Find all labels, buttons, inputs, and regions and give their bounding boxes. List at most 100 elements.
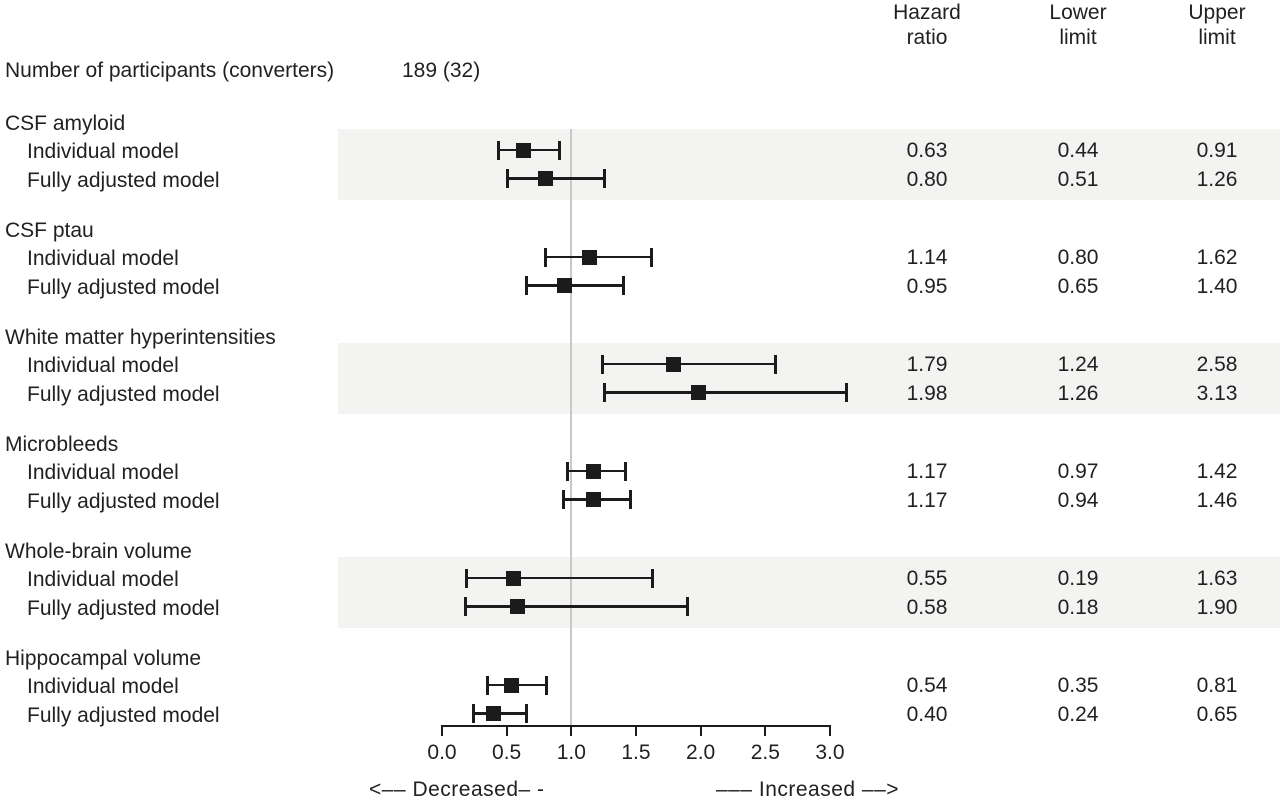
x-axis-tick (828, 727, 831, 736)
x-axis-tick (505, 727, 508, 736)
upper-limit-cap (651, 568, 655, 588)
hazard-ratio-marker (509, 599, 525, 614)
lower-limit-cap (471, 704, 475, 723)
hazard-ratio-value: 1.79 (906, 353, 948, 376)
row-label: Fully adjusted model (27, 382, 220, 406)
x-axis-tick (441, 727, 443, 736)
lower-limit-cap (543, 247, 547, 267)
lower-limit-value: 1.24 (1057, 353, 1099, 376)
x-axis-tick (634, 727, 637, 736)
lower-limit-cap (506, 169, 510, 188)
row-label: Individual model (27, 247, 179, 270)
participants-label: Number of participants (converters) (5, 59, 335, 82)
column-header-line: Lower (1049, 1, 1107, 24)
upper-limit-value: 3.13 (1196, 381, 1238, 405)
column-header-line: limit (1198, 26, 1236, 49)
lower-limit-cap (600, 354, 604, 374)
x-axis-tick-label: 0.0 (427, 741, 457, 764)
upper-limit-cap (621, 276, 625, 295)
group-label: Hippocampal volume (5, 646, 202, 670)
x-axis-tick-label: 1.0 (556, 741, 586, 764)
upper-limit-value: 1.62 (1196, 246, 1238, 269)
upper-limit-cap (845, 383, 849, 402)
hazard-ratio-marker (581, 249, 597, 265)
hazard-ratio-value: 1.98 (906, 381, 948, 405)
upper-limit-cap (629, 490, 633, 509)
hazard-ratio-value: 0.55 (906, 567, 948, 590)
lower-limit-value: 0.18 (1057, 595, 1099, 619)
upper-limit-value: 0.81 (1196, 674, 1238, 697)
upper-limit-value: 2.58 (1196, 353, 1238, 376)
lower-limit-cap (603, 383, 607, 402)
row-label: Individual model (27, 140, 179, 163)
x-axis-tick-label: 3.0 (815, 741, 845, 764)
row-label: Fully adjusted model (27, 596, 220, 620)
group-label: White matter hyperintensities (5, 325, 276, 349)
hazard-ratio-value: 1.17 (906, 460, 948, 483)
group-shaded-band (338, 129, 1280, 200)
confidence-interval-line (507, 177, 605, 180)
lower-limit-value: 1.26 (1057, 381, 1099, 405)
x-axis-tick (764, 727, 767, 736)
group-label: Whole-brain volume (5, 539, 192, 563)
lower-limit-value: 0.94 (1057, 488, 1099, 512)
x-axis-tick (570, 727, 573, 736)
column-header-line: Upper (1188, 1, 1246, 24)
upper-limit-cap (603, 169, 607, 188)
confidence-interval-line (465, 605, 688, 608)
confidence-interval-line (545, 255, 652, 259)
group-label: CSF amyloid (5, 111, 126, 135)
upper-limit-value: 1.26 (1196, 167, 1238, 191)
lower-limit-value: 0.51 (1057, 167, 1099, 191)
lower-limit-cap (562, 490, 566, 509)
row-label: Individual model (27, 675, 179, 698)
hazard-ratio-marker (666, 356, 681, 372)
confidence-interval-line (526, 284, 624, 287)
upper-limit-value: 1.42 (1196, 460, 1238, 483)
confidence-interval-line (602, 362, 776, 366)
upper-limit-cap (686, 597, 690, 616)
hazard-ratio-value: 0.54 (906, 674, 948, 697)
lower-limit-value: 0.24 (1057, 702, 1099, 726)
row-label: Fully adjusted model (27, 168, 220, 192)
hazard-ratio-marker (505, 570, 521, 586)
column-header-hazard-ratio: Hazard ratio (867, 0, 987, 50)
lower-limit-cap (524, 276, 528, 295)
row-label: Individual model (27, 354, 179, 377)
row-label: Individual model (27, 568, 179, 591)
hazard-ratio-value: 0.63 (906, 139, 948, 162)
hazard-ratio-marker (486, 706, 502, 721)
hazard-ratio-value: 0.58 (906, 595, 948, 619)
upper-limit-value: 0.65 (1196, 702, 1238, 726)
lower-limit-value: 0.44 (1057, 139, 1099, 162)
hazard-ratio-marker (690, 385, 706, 400)
upper-limit-cap (524, 704, 528, 723)
group-label: Microbleeds (5, 432, 119, 456)
upper-limit-cap (650, 247, 653, 267)
lower-limit-value: 0.35 (1057, 674, 1099, 697)
hazard-ratio-value: 1.14 (906, 246, 948, 269)
confidence-interval-line (604, 391, 847, 394)
column-header-line: Hazard (893, 1, 961, 24)
hazard-ratio-value: 1.17 (906, 488, 948, 512)
row-label: Fully adjusted model (27, 703, 220, 727)
hazard-ratio-marker (515, 142, 531, 158)
column-header-lower-limit: Lower limit (1018, 0, 1138, 50)
upper-limit-cap (558, 140, 562, 160)
row-label: Individual model (27, 461, 179, 484)
group-shaded-band (338, 557, 1280, 628)
hazard-ratio-value: 0.80 (906, 167, 948, 191)
hazard-ratio-marker (557, 278, 573, 293)
hazard-ratio-value: 0.40 (906, 702, 948, 726)
lower-limit-cap (465, 568, 469, 588)
hazard-ratio-marker (585, 463, 601, 479)
lower-limit-cap (565, 461, 569, 481)
group-label: CSF ptau (5, 218, 94, 242)
hazard-ratio-marker (504, 677, 520, 693)
x-axis-tick-label: 0.5 (492, 741, 522, 764)
hazard-ratio-value: 0.95 (906, 274, 948, 298)
x-axis-tick (699, 727, 702, 736)
x-axis-tick-label: 1.5 (621, 741, 651, 764)
row-label: Fully adjusted model (27, 489, 220, 513)
